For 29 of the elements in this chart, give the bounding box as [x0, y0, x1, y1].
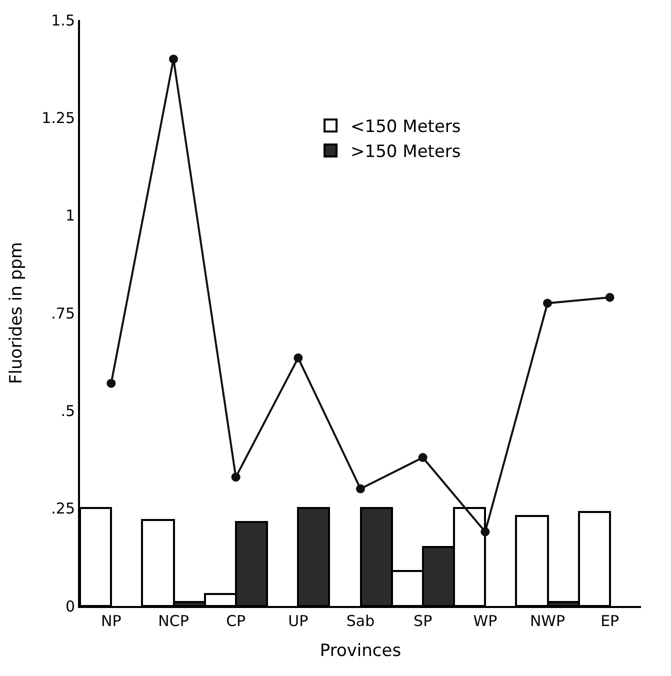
point — [294, 353, 303, 362]
point — [543, 298, 552, 308]
y-tick-label: 1.25 — [42, 108, 75, 127]
point — [106, 378, 116, 388]
x-tick-label: UP — [288, 612, 308, 630]
y-tick-label: .25 — [51, 500, 75, 518]
point — [356, 484, 365, 494]
legend-label: >150 Meters — [350, 142, 461, 162]
x-axis-title: Provinces — [320, 640, 402, 661]
y-tick-label: .75 — [51, 304, 75, 322]
point — [605, 292, 614, 302]
y-tick-label: .5 — [60, 402, 75, 420]
point — [231, 472, 240, 482]
y-tick-label: 1 — [65, 206, 75, 225]
x-tick-label: EP — [600, 612, 620, 630]
point — [418, 453, 428, 462]
x-tick-label: WP — [473, 612, 498, 630]
legend-label: <150 Meters — [350, 117, 461, 138]
x-tick-label: CP — [226, 612, 246, 630]
point — [169, 54, 178, 64]
point — [480, 527, 490, 536]
x-tick-label: NCP — [158, 612, 189, 630]
x-tick-label: NP — [101, 612, 122, 630]
x-tick-label: NWP — [530, 612, 566, 630]
x-tick-label: Sab — [346, 612, 375, 630]
y-axis-title: Fluorides in ppm — [6, 242, 27, 384]
y-tick-label: 1.5 — [51, 11, 75, 30]
y-tick-label: 0 — [65, 597, 75, 616]
x-tick-label: SP — [414, 612, 432, 630]
